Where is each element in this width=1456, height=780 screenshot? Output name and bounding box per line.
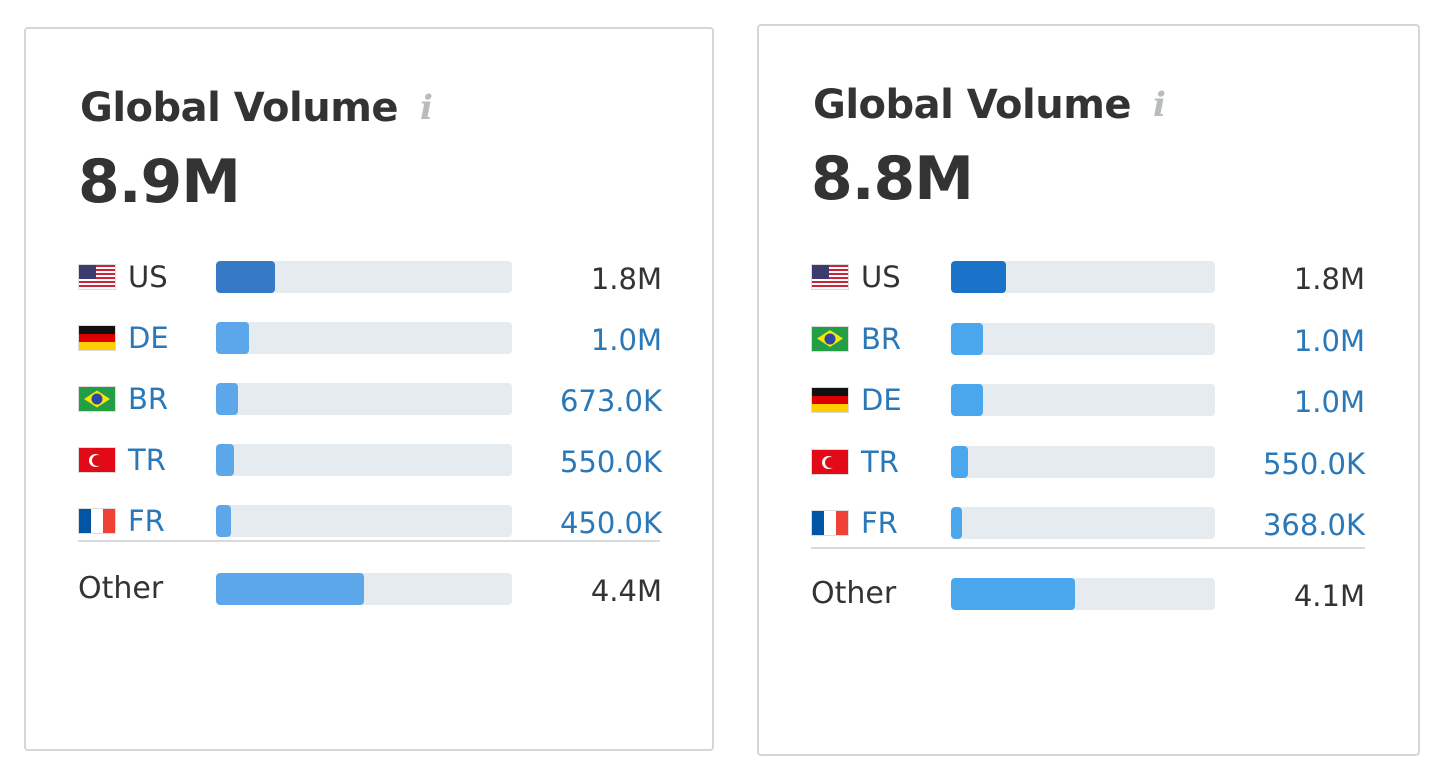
fr-flag-icon (811, 510, 849, 536)
country-code-link[interactable]: TR (128, 443, 166, 477)
country-code: US (128, 260, 168, 294)
card-header: Global Volume i (80, 85, 433, 131)
country-code-link[interactable]: DE (861, 383, 902, 417)
other-volume: 4.1M (1293, 579, 1365, 613)
volume-bar (216, 383, 512, 415)
other-volume-bar-fill (216, 573, 364, 605)
country-row: FR 368.0K (811, 506, 1365, 542)
volume-bar-fill (951, 322, 983, 355)
global-volume-card: Global Volume i 8.9M US 1.8M DE 1.0M BR … (24, 27, 714, 751)
br-flag-icon (78, 386, 116, 412)
country-volume: 1.8M (1293, 262, 1365, 296)
volume-bar-fill (216, 261, 276, 293)
volume-bar-fill (216, 322, 249, 354)
info-icon[interactable]: i (1153, 85, 1166, 125)
country-volume-link[interactable]: 550.0K (1262, 446, 1365, 481)
volume-bar (216, 261, 512, 293)
volume-bar (951, 322, 1215, 355)
country-code-link[interactable]: DE (128, 321, 169, 355)
divider (811, 547, 1365, 549)
country-row: FR 450.0K (78, 504, 662, 540)
other-row: Other 4.4M (78, 571, 662, 609)
volume-bar (216, 444, 512, 476)
volume-bar-fill (951, 384, 983, 416)
global-volume-card: Global Volume i 8.8M US 1.8M BR 1.0M DE … (757, 24, 1420, 756)
volume-bar (951, 261, 1215, 293)
fr-flag-icon (78, 508, 116, 534)
country-row: TR 550.0K (78, 443, 662, 479)
country-volume-link[interactable]: 1.0M (590, 323, 662, 357)
volume-bar (951, 507, 1215, 539)
country-volume-link[interactable]: 1.0M (1293, 323, 1365, 358)
country-volume-link[interactable]: 550.0K (559, 445, 662, 479)
volume-bar (216, 505, 512, 537)
country-row: TR 550.0K (811, 444, 1365, 481)
br-flag-icon (811, 325, 849, 352)
country-row: DE 1.0M (811, 383, 1365, 419)
tr-flag-icon (78, 447, 116, 473)
country-volume: 1.8M (590, 262, 662, 296)
global-volume-total: 8.9M (78, 147, 241, 217)
country-row: DE 1.0M (78, 321, 662, 357)
volume-bar (216, 322, 512, 354)
country-row: US 1.8M (78, 260, 662, 296)
card-header: Global Volume i (813, 82, 1166, 128)
country-volume-link[interactable]: 1.0M (1293, 385, 1365, 419)
volume-bar-fill (951, 261, 1007, 293)
other-label: Other (78, 571, 164, 606)
us-flag-icon (811, 264, 849, 290)
other-volume-bar-fill (951, 578, 1076, 610)
tr-flag-icon (811, 448, 849, 475)
volume-bar (951, 384, 1215, 416)
country-code: US (861, 260, 901, 294)
country-code-link[interactable]: TR (861, 444, 899, 479)
de-flag-icon (78, 325, 116, 351)
country-volume-link[interactable]: 673.0K (559, 384, 662, 418)
divider (78, 540, 660, 542)
country-code-link[interactable]: FR (861, 506, 898, 540)
country-code-link[interactable]: BR (128, 382, 169, 416)
card-title: Global Volume (80, 85, 399, 131)
volume-bar-fill (951, 507, 963, 539)
volume-bar-fill (951, 445, 968, 478)
volume-bar-fill (216, 505, 231, 537)
country-volume-link[interactable]: 450.0K (559, 506, 662, 540)
other-volume-bar (951, 578, 1215, 610)
volume-bar-fill (216, 444, 235, 476)
other-volume: 4.4M (590, 574, 662, 608)
volume-bar-fill (216, 383, 239, 415)
country-volume-link[interactable]: 368.0K (1262, 508, 1365, 542)
country-code-link[interactable]: FR (128, 504, 165, 538)
other-volume-bar (216, 573, 512, 605)
info-icon[interactable]: i (420, 88, 433, 128)
other-label: Other (811, 576, 897, 611)
us-flag-icon (78, 264, 116, 290)
global-volume-total: 8.8M (811, 144, 974, 214)
volume-bar (951, 445, 1215, 478)
country-row: BR 673.0K (78, 382, 662, 418)
de-flag-icon (811, 387, 849, 413)
card-title: Global Volume (813, 82, 1132, 128)
other-row: Other 4.1M (811, 576, 1365, 614)
country-row: BR 1.0M (811, 321, 1365, 358)
country-row: US 1.8M (811, 260, 1365, 296)
country-code-link[interactable]: BR (861, 321, 902, 356)
